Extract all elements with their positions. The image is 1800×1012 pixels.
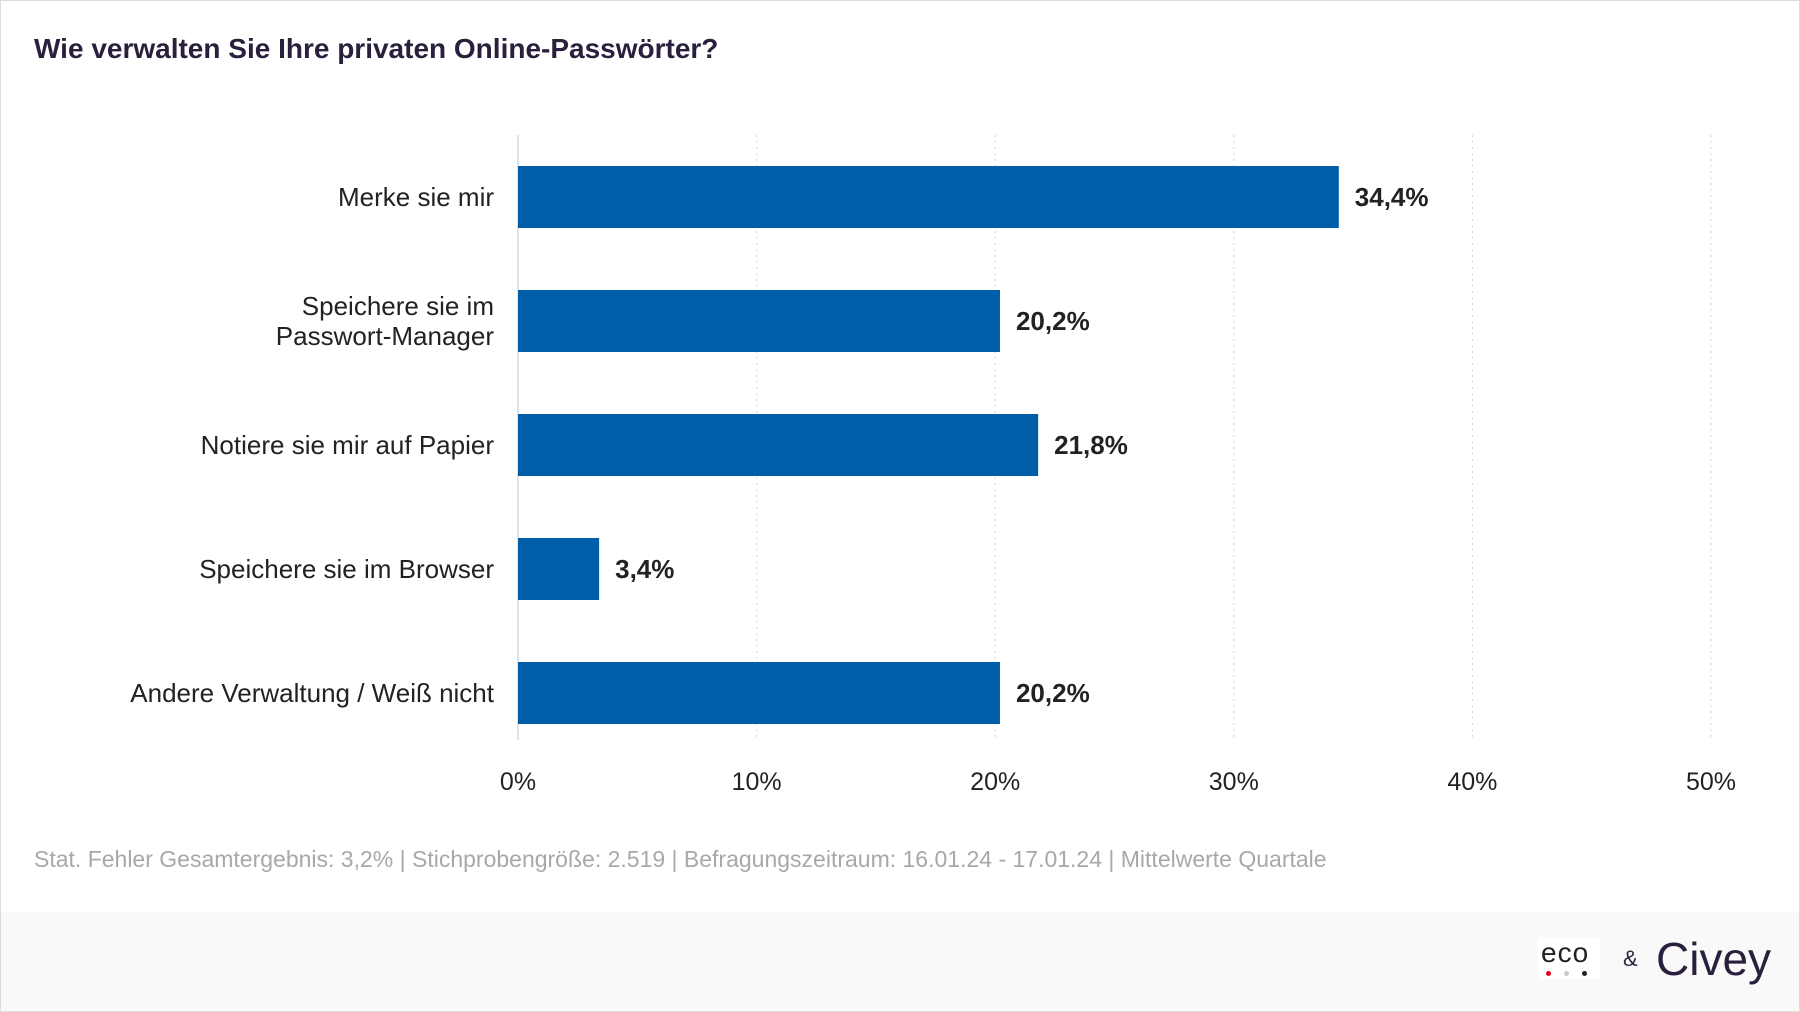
chart-title: Wie verwalten Sie Ihre privaten Online-P… <box>34 33 719 64</box>
x-tick-label: 10% <box>732 768 782 796</box>
civey-logo: Civey <box>1656 933 1772 985</box>
eco-logo-text: eco <box>1541 937 1590 968</box>
value-label: 34,4% <box>1355 182 1429 212</box>
x-tick-label: 20% <box>970 768 1020 796</box>
x-tick-label: 0% <box>500 768 536 796</box>
value-label: 20,2% <box>1016 306 1090 336</box>
bar-chart: 0% 10% 20% 30% 40% 50% Merke sie mir 34,4% Speic… <box>130 135 1736 796</box>
footnote: Stat. Fehler Gesamtergebnis: 3,2% | Stic… <box>34 846 1327 872</box>
eco-logo: eco <box>1538 937 1600 979</box>
value-label: 20,2% <box>1016 678 1090 708</box>
category-label: Speichere sie im <box>302 291 494 321</box>
eco-logo-dot-red <box>1546 971 1551 976</box>
footer-bar <box>1 912 1799 1011</box>
x-tick-label: 50% <box>1686 768 1736 796</box>
x-tick-label: 30% <box>1209 768 1259 796</box>
eco-logo-dot-black <box>1582 971 1587 976</box>
eco-logo-dot-grey <box>1564 971 1569 976</box>
value-label: 3,4% <box>615 554 674 584</box>
category-label: Speichere sie im Browser <box>199 554 494 584</box>
bar <box>518 414 1039 476</box>
bar <box>518 538 600 600</box>
bar <box>518 166 1339 228</box>
bar <box>518 662 1000 724</box>
brand-ampersand: & <box>1623 946 1638 971</box>
category-label: Notiere sie mir auf Papier <box>201 430 495 460</box>
category-label: Andere Verwaltung / Weiß nicht <box>130 678 494 708</box>
bar <box>518 290 1000 352</box>
x-tick-label: 40% <box>1447 768 1497 796</box>
value-label: 21,8% <box>1054 430 1128 460</box>
category-label: Merke sie mir <box>338 182 494 212</box>
category-label: Passwort-Manager <box>276 321 495 351</box>
